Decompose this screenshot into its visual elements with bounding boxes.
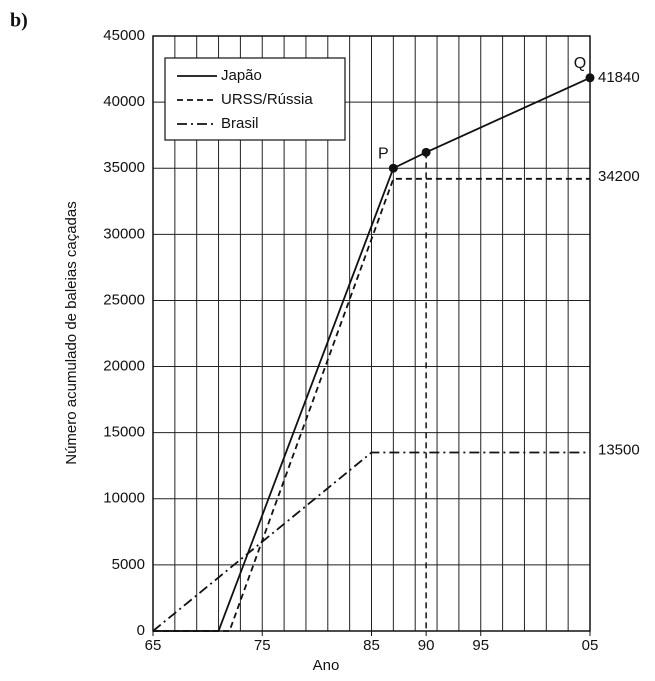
y-tick-label: 25000 bbox=[103, 291, 145, 308]
series-line bbox=[152, 451, 590, 632]
x-tick-label: 65 bbox=[145, 637, 162, 654]
panel-label: b) bbox=[10, 10, 28, 32]
x-tick-label: 90 bbox=[418, 637, 435, 654]
x-tick-label: 95 bbox=[472, 637, 489, 654]
plot-frame bbox=[152, 35, 591, 632]
y-tick-label: 45000 bbox=[103, 27, 145, 44]
series-line bbox=[153, 177, 590, 632]
value-label: 13500 bbox=[598, 441, 640, 458]
x-tick-label: 85 bbox=[363, 637, 380, 654]
legend-label: Japão bbox=[221, 67, 262, 84]
y-tick-label: 10000 bbox=[103, 490, 145, 507]
point-marker bbox=[585, 73, 595, 83]
value-label: 34200 bbox=[598, 168, 640, 185]
legend-label: Brasil bbox=[221, 115, 259, 132]
x-axis-label: Ano bbox=[313, 657, 340, 674]
y-tick-label: 0 bbox=[137, 622, 145, 639]
x-tick-label: 75 bbox=[254, 637, 271, 654]
point-label: Q bbox=[574, 55, 586, 72]
y-tick-label: 35000 bbox=[103, 159, 145, 176]
y-tick-label: 5000 bbox=[112, 556, 145, 573]
point-marker bbox=[388, 163, 398, 173]
y-tick-label: 30000 bbox=[103, 225, 145, 242]
y-tick-label: 40000 bbox=[103, 93, 145, 110]
legend-label: URSS/Rússia bbox=[221, 91, 313, 108]
y-tick-label: 20000 bbox=[103, 358, 145, 375]
y-tick-label: 15000 bbox=[103, 424, 145, 441]
point-marker bbox=[421, 147, 431, 157]
x-tick-label: 05 bbox=[582, 637, 599, 654]
value-label: 41840 bbox=[598, 69, 640, 86]
point-label: P bbox=[378, 145, 389, 162]
y-axis-label: Número acumulado de baleias caçadas bbox=[63, 201, 80, 465]
legend-box bbox=[164, 57, 346, 141]
